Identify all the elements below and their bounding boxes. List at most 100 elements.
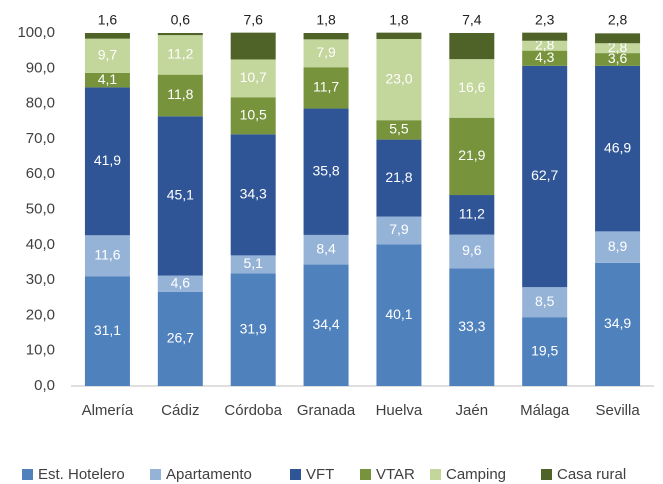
data-label: 7,4 [462,12,482,28]
bar-segment [157,35,203,75]
data-label: 21,9 [458,147,485,163]
bar-segment [84,38,130,73]
bar-segment [230,273,276,386]
data-label: 5,5 [389,121,409,137]
bar-segment [522,32,568,41]
bar-segment [230,97,276,135]
bar-segment [449,59,495,118]
data-label: 11,6 [94,246,120,262]
data-label: 31,9 [240,320,267,336]
bar-segment [595,65,641,232]
bar-segment [449,33,495,60]
legend-swatch [541,469,552,480]
bar-segment [230,59,276,98]
data-label: 9,6 [462,242,482,258]
data-label: 2,3 [535,11,555,27]
bar-segment [449,234,495,269]
bar-segment [84,87,130,236]
bar-segment [230,255,276,274]
y-tick-label: 40,0 [26,236,55,253]
data-label: 31,1 [94,322,121,338]
x-tick-label: Almería [82,402,134,419]
x-tick-label: Málaga [520,402,570,419]
x-tick-label: Cádiz [161,402,199,419]
data-label: 33,3 [458,318,485,334]
x-tick-label: Huelva [376,402,423,419]
y-tick-label: 0,0 [34,377,55,394]
data-label: 26,7 [167,330,194,346]
data-label: 23,0 [385,70,412,86]
bar-segment [157,275,203,292]
data-label: 1,8 [316,12,336,28]
bar-segment [303,234,349,265]
bar-segment [157,291,203,386]
y-tick-label: 90,0 [26,59,55,76]
bar-segment [84,33,130,39]
legend-swatch [430,469,441,480]
x-tick-label: Jaén [456,402,489,419]
legend-label: Camping [446,466,506,483]
y-tick-label: 100,0 [17,24,55,41]
data-label: 21,8 [385,169,412,185]
data-label: 46,9 [604,139,631,155]
bar-segment [376,216,422,245]
data-label: 1,8 [389,11,409,27]
bar-segment [84,276,130,386]
data-label: 11,2 [167,46,193,62]
bar-segment [522,317,568,386]
bar-segment [449,268,495,386]
y-tick-label: 50,0 [26,200,55,217]
bar-segment [376,120,422,140]
data-label: 9,7 [98,46,118,62]
data-label: 2,8 [608,12,628,28]
bar-segment [522,40,568,51]
bar-segment [230,134,276,256]
data-label: 1,6 [98,12,118,28]
y-tick-label: 70,0 [26,130,55,147]
legend-label: VTAR [376,466,415,483]
bar-segment [376,32,422,40]
bar-segment [595,43,641,54]
data-label: 41,9 [94,152,121,168]
data-label: 8,4 [316,240,336,256]
bar-segment [303,39,349,68]
data-label: 8,5 [535,293,555,309]
data-label: 7,6 [243,11,263,27]
bar-segment [157,116,203,276]
data-label: 7,9 [389,221,409,237]
bar-segment [449,195,495,235]
data-label: 35,8 [312,162,339,178]
bar-segment [376,244,422,386]
data-label: 34,4 [312,316,339,332]
data-label: 8,9 [608,238,628,254]
bar-segment [84,235,130,277]
bar-segment [595,231,641,263]
data-label: 19,5 [531,342,558,358]
bar-segment [595,33,641,44]
data-label: 10,5 [240,106,267,122]
bar-segment [595,262,641,386]
data-label: 11,8 [167,86,193,102]
legend-label: VFT [306,466,334,483]
data-label: 4,6 [171,274,191,290]
data-label: 34,9 [604,315,631,331]
data-label: 3,6 [608,50,628,66]
x-tick-label: Granada [297,402,356,419]
y-tick-label: 20,0 [26,306,55,323]
bar-segment [376,139,422,217]
data-label: 62,7 [531,167,558,183]
legend-label: Est. Hotelero [38,466,125,483]
x-tick-label: Córdoba [224,402,282,419]
data-label: 4,1 [98,71,118,87]
bar-segment [522,65,568,288]
bar-segment [376,39,422,121]
data-label: 16,6 [458,79,485,95]
data-label: 5,1 [243,255,263,271]
data-label: 34,3 [240,186,267,202]
legend-label: Apartamento [166,466,252,483]
y-tick-label: 30,0 [26,271,55,288]
x-tick-label: Sevilla [595,402,640,419]
bar-segment [522,287,568,318]
legend-swatch [22,469,33,480]
